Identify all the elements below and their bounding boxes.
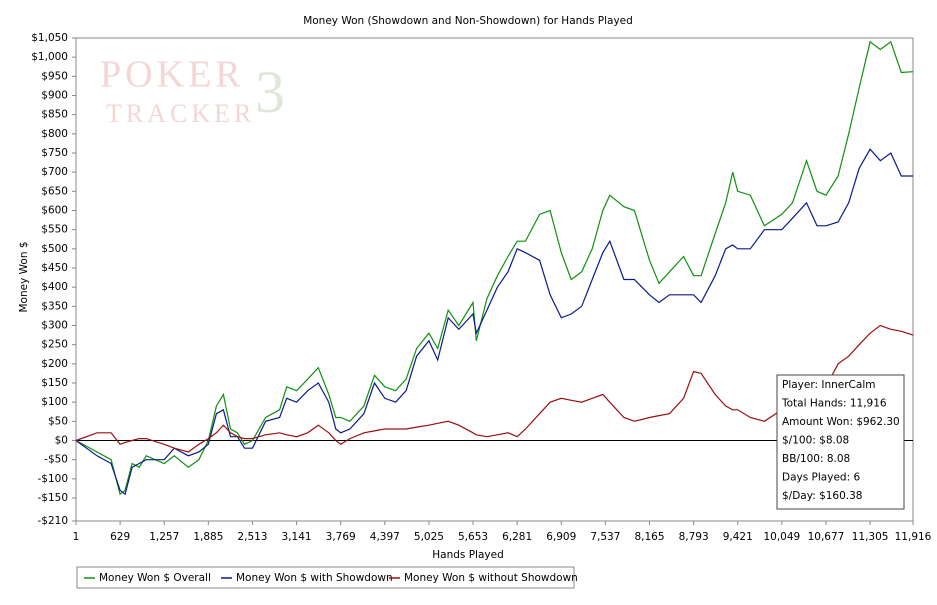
y-tick-label: -$150 [37, 492, 68, 504]
x-tick-label: 8,165 [634, 531, 664, 543]
series-line [75, 148, 913, 496]
y-tick-label: -$50 [44, 454, 68, 466]
x-tick-label: 1 [73, 531, 80, 543]
x-tick-label: 6,909 [546, 531, 576, 543]
x-tick-label: 10,677 [808, 531, 845, 543]
y-tick-label: $900 [41, 90, 68, 102]
y-tick-label: $200 [41, 358, 68, 370]
y-tick-label: $1,050 [31, 32, 68, 44]
y-tick-label: -$100 [37, 473, 68, 485]
y-tick-label: $500 [41, 243, 68, 255]
y-tick-label: $1,000 [31, 51, 68, 63]
info-line: $/Day: $160.38 [782, 490, 862, 502]
info-line: Amount Won: $962.30 [782, 416, 900, 428]
x-tick-label: 629 [110, 531, 130, 543]
y-tick-label: $850 [41, 109, 68, 121]
x-tick-label: 9,421 [723, 531, 753, 543]
legend-label: Money Won $ Overall [99, 572, 211, 584]
x-tick-label: 3,769 [326, 531, 356, 543]
y-axis-label: Money Won $ [18, 241, 30, 312]
y-tick-label: $50 [48, 415, 68, 427]
watermark: POKER [100, 54, 245, 96]
y-tick-label: $550 [41, 224, 68, 236]
info-line: Total Hands: 11,916 [781, 398, 887, 410]
chart-title: Money Won (Showdown and Non-Showdown) fo… [303, 15, 633, 27]
watermark: TRACKER [106, 99, 255, 128]
y-tick-label: $750 [41, 147, 68, 159]
info-line: $/100: $8.08 [782, 435, 849, 447]
y-tick-label: -$210 [37, 515, 68, 527]
y-tick-label: $600 [41, 205, 68, 217]
y-tick-label: $400 [41, 281, 68, 293]
x-tick-label: 6,281 [502, 531, 532, 543]
x-tick-label: 10,049 [763, 531, 800, 543]
x-tick-label: 5,653 [458, 531, 488, 543]
info-line: Player: InnerCalm [782, 379, 875, 391]
y-tick-label: $300 [41, 320, 68, 332]
x-tick-label: 1,885 [193, 531, 223, 543]
y-tick-label: $800 [41, 128, 68, 140]
x-tick-label: 4,397 [370, 531, 400, 543]
series-line [75, 40, 914, 496]
x-tick-label: 7,537 [590, 531, 620, 543]
legend-label: Money Won $ without Showdown [404, 572, 578, 584]
y-tick-label: $650 [41, 185, 68, 197]
y-tick-label: $700 [41, 166, 68, 178]
x-tick-label: 11,916 [895, 531, 932, 543]
info-line: Days Played: 6 [782, 472, 860, 484]
y-tick-label: $250 [41, 339, 68, 351]
x-tick-label: 2,513 [237, 531, 267, 543]
y-tick-label: $150 [41, 377, 68, 389]
y-tick-label: $350 [41, 300, 68, 312]
y-tick-label: $950 [41, 70, 68, 82]
x-tick-label: 3,141 [282, 531, 312, 543]
x-tick-label: 1,257 [149, 531, 179, 543]
x-axis-label: Hands Played [432, 549, 503, 561]
x-tick-label: 5,025 [414, 531, 444, 543]
series-line [75, 324, 914, 453]
y-tick-label: $450 [41, 262, 68, 274]
watermark: 3 [255, 59, 289, 125]
y-tick-label: $100 [41, 396, 68, 408]
x-tick-label: 8,793 [679, 531, 709, 543]
legend-label: Money Won $ with Showdown [236, 572, 393, 584]
plot-frame [75, 37, 914, 522]
y-tick-label: $0 [55, 435, 68, 447]
x-tick-label: 11,305 [852, 531, 889, 543]
info-line: BB/100: 8.08 [782, 453, 850, 465]
info-box [776, 374, 905, 510]
legend-box [76, 566, 575, 589]
